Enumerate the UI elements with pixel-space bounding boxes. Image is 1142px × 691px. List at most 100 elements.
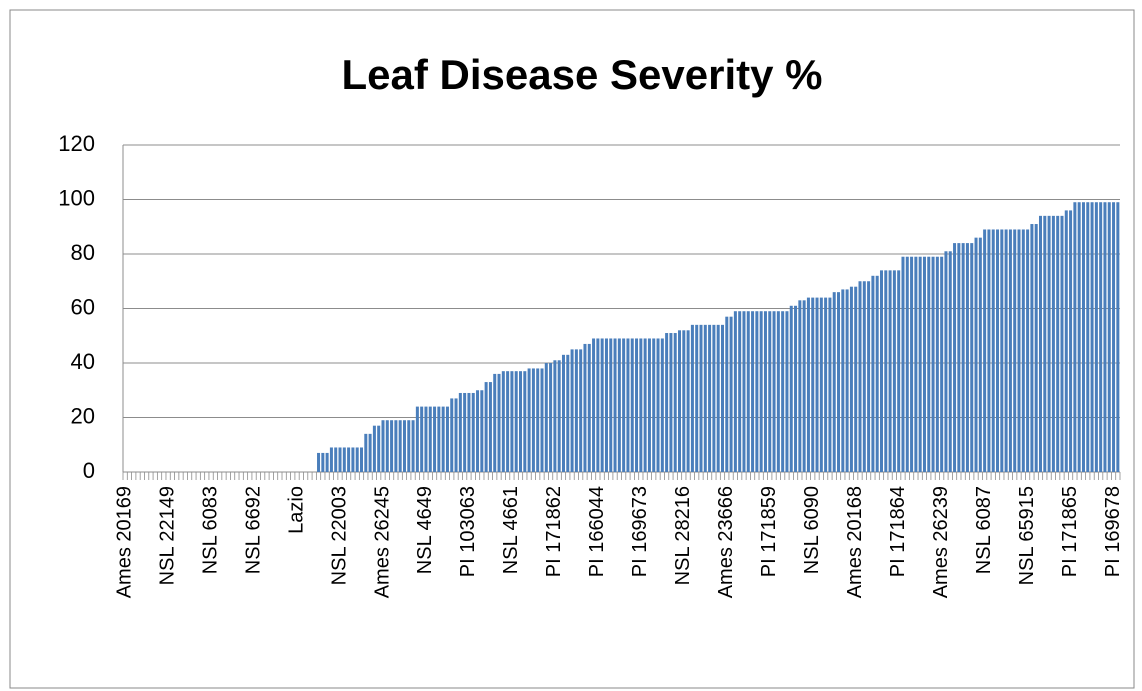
- bar: [372, 425, 376, 472]
- bar: [660, 338, 664, 472]
- bar: [381, 420, 385, 472]
- bar: [519, 371, 523, 472]
- bar: [351, 447, 355, 472]
- chart-frame: [9, 9, 1135, 689]
- bar: [531, 368, 535, 472]
- bar: [772, 311, 776, 472]
- bar: [673, 333, 677, 472]
- bar: [411, 420, 415, 472]
- bar: [738, 311, 742, 472]
- bar: [686, 330, 690, 472]
- bar: [402, 420, 406, 472]
- bar: [592, 338, 596, 472]
- bar: [656, 338, 660, 472]
- bar: [347, 447, 351, 472]
- bar: [1030, 224, 1034, 472]
- bar: [1038, 215, 1043, 472]
- bar: [785, 311, 789, 472]
- bar: [441, 406, 445, 472]
- bar: [1103, 202, 1107, 472]
- bar: [613, 338, 617, 472]
- x-tick-label: PI 171864: [887, 486, 909, 577]
- bar: [1034, 224, 1038, 472]
- bar: [768, 311, 772, 472]
- bar: [854, 286, 858, 472]
- bar: [871, 275, 875, 472]
- bar: [940, 256, 944, 472]
- bar: [1099, 202, 1103, 472]
- bar: [428, 406, 432, 472]
- bar: [918, 256, 922, 472]
- bar: [1026, 229, 1030, 472]
- x-tick-label: NSL 6083: [199, 486, 221, 574]
- bar: [828, 297, 832, 472]
- bar: [433, 406, 437, 472]
- bar: [385, 420, 389, 472]
- bar: [626, 338, 630, 472]
- bar: [622, 338, 626, 472]
- y-tick-label: 20: [71, 403, 95, 428]
- bar: [1107, 202, 1111, 472]
- bar: [501, 371, 505, 472]
- bar: [961, 243, 965, 472]
- bar: [974, 237, 978, 472]
- x-tick-label: Ames 20169: [113, 486, 135, 598]
- bar: [450, 398, 454, 472]
- bar: [708, 324, 712, 472]
- bar: [329, 447, 333, 472]
- bar: [643, 338, 647, 472]
- x-tick-label: NSL 65915: [1016, 486, 1038, 585]
- bar: [424, 406, 428, 472]
- bar: [1081, 202, 1085, 472]
- bar: [1004, 229, 1008, 472]
- bar: [922, 256, 926, 472]
- bar: [617, 338, 621, 472]
- bar: [394, 420, 398, 472]
- bar: [360, 447, 364, 472]
- bar: [471, 392, 475, 472]
- bar: [321, 452, 325, 472]
- bar: [454, 398, 458, 472]
- bar: [970, 243, 974, 472]
- bar: [837, 292, 841, 472]
- bar: [845, 289, 849, 472]
- x-tick-label: PI 171862: [543, 486, 565, 577]
- bar: [910, 256, 914, 472]
- bar: [729, 316, 733, 472]
- bar: [506, 371, 510, 472]
- bar: [574, 349, 578, 472]
- bar: [742, 311, 746, 472]
- bar: [1051, 215, 1055, 472]
- bar: [463, 392, 467, 472]
- bar: [523, 371, 527, 472]
- bar: [901, 256, 905, 472]
- bar: [1008, 229, 1012, 472]
- x-tick-label: NSL 6692: [242, 486, 264, 574]
- bar: [815, 297, 819, 472]
- bar: [510, 371, 514, 472]
- bar: [888, 270, 892, 472]
- bar: [965, 243, 969, 472]
- bar: [549, 363, 553, 472]
- bar: [806, 297, 810, 472]
- bar: [338, 447, 342, 472]
- x-tick-label: Ames 23666: [715, 486, 737, 598]
- bar: [553, 360, 557, 472]
- bar: [1047, 215, 1051, 472]
- bar: [445, 406, 449, 472]
- bar: [716, 324, 720, 472]
- x-tick-label: Lazio: [285, 486, 307, 534]
- bar: [458, 392, 462, 472]
- bar: [557, 360, 561, 472]
- bar: [604, 338, 608, 472]
- bar: [690, 324, 694, 472]
- bar: [665, 333, 669, 472]
- bar: [1060, 215, 1064, 472]
- bar: [493, 373, 497, 472]
- bar: [703, 324, 707, 472]
- bar: [1073, 202, 1077, 472]
- x-tick-label: PI 169673: [629, 486, 651, 577]
- bar: [1086, 202, 1090, 472]
- bar: [897, 270, 901, 472]
